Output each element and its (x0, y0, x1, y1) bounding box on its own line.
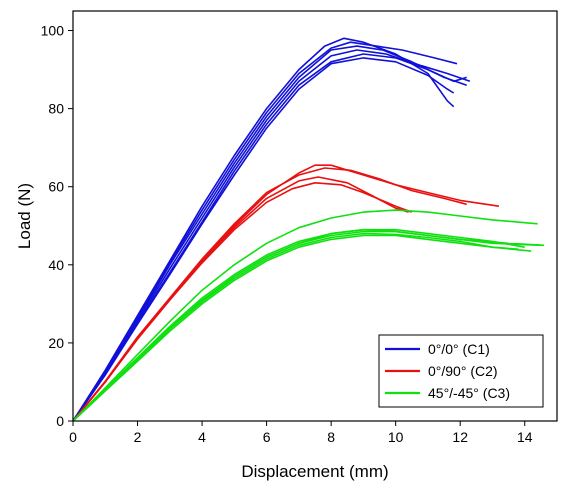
series-line-c3-specimen-5 (72, 228, 525, 422)
x-tick-label: 10 (388, 429, 404, 445)
x-axis-label: Displacement (mm) (241, 462, 388, 481)
series-line-c3-specimen-1 (72, 209, 538, 422)
legend-label-c3: 45°/-45° (C3) (428, 385, 510, 401)
series-line-c1-specimen-5 (72, 41, 458, 422)
x-tick-label: 4 (198, 429, 206, 445)
series-line-c1-specimen-2 (72, 45, 467, 422)
series-line-c1-specimen-6 (72, 57, 455, 422)
y-tick-label: 60 (48, 179, 64, 195)
series-line-c1-specimen-1 (72, 37, 455, 422)
x-tick-label: 6 (263, 429, 271, 445)
series-line-c3-specimen-4 (72, 228, 545, 422)
legend-label-c1: 0°/0° (C1) (428, 341, 490, 357)
y-tick-label: 0 (56, 413, 64, 429)
y-tick-label: 20 (48, 335, 64, 351)
axes: 0 2 4 6 8 10 12 14 0 20 40 60 80 100 (41, 23, 533, 445)
data-curves (72, 37, 545, 422)
series-line-c1-specimen-3 (72, 49, 471, 422)
y-tick-label: 80 (48, 101, 64, 117)
y-tick-label: 40 (48, 257, 64, 273)
series-line-c3-specimen-3 (72, 232, 532, 422)
series-line-c2-specimen-4 (72, 176, 409, 422)
legend: 0°/0° (C1) 0°/90° (C2) 45°/-45° (C3) (378, 334, 544, 408)
plot-frame (72, 10, 558, 422)
y-axis-label: Load (N) (15, 183, 34, 249)
x-tick-label: 12 (452, 429, 468, 445)
x-tick-label: 2 (134, 429, 142, 445)
x-tick-label: 8 (327, 429, 335, 445)
legend-label-c2: 0°/90° (C2) (428, 363, 498, 379)
x-tick-label: 14 (517, 429, 533, 445)
series-line-c3-specimen-6 (72, 234, 519, 422)
y-tick-label: 100 (41, 23, 65, 39)
x-tick-label: 0 (69, 429, 77, 445)
